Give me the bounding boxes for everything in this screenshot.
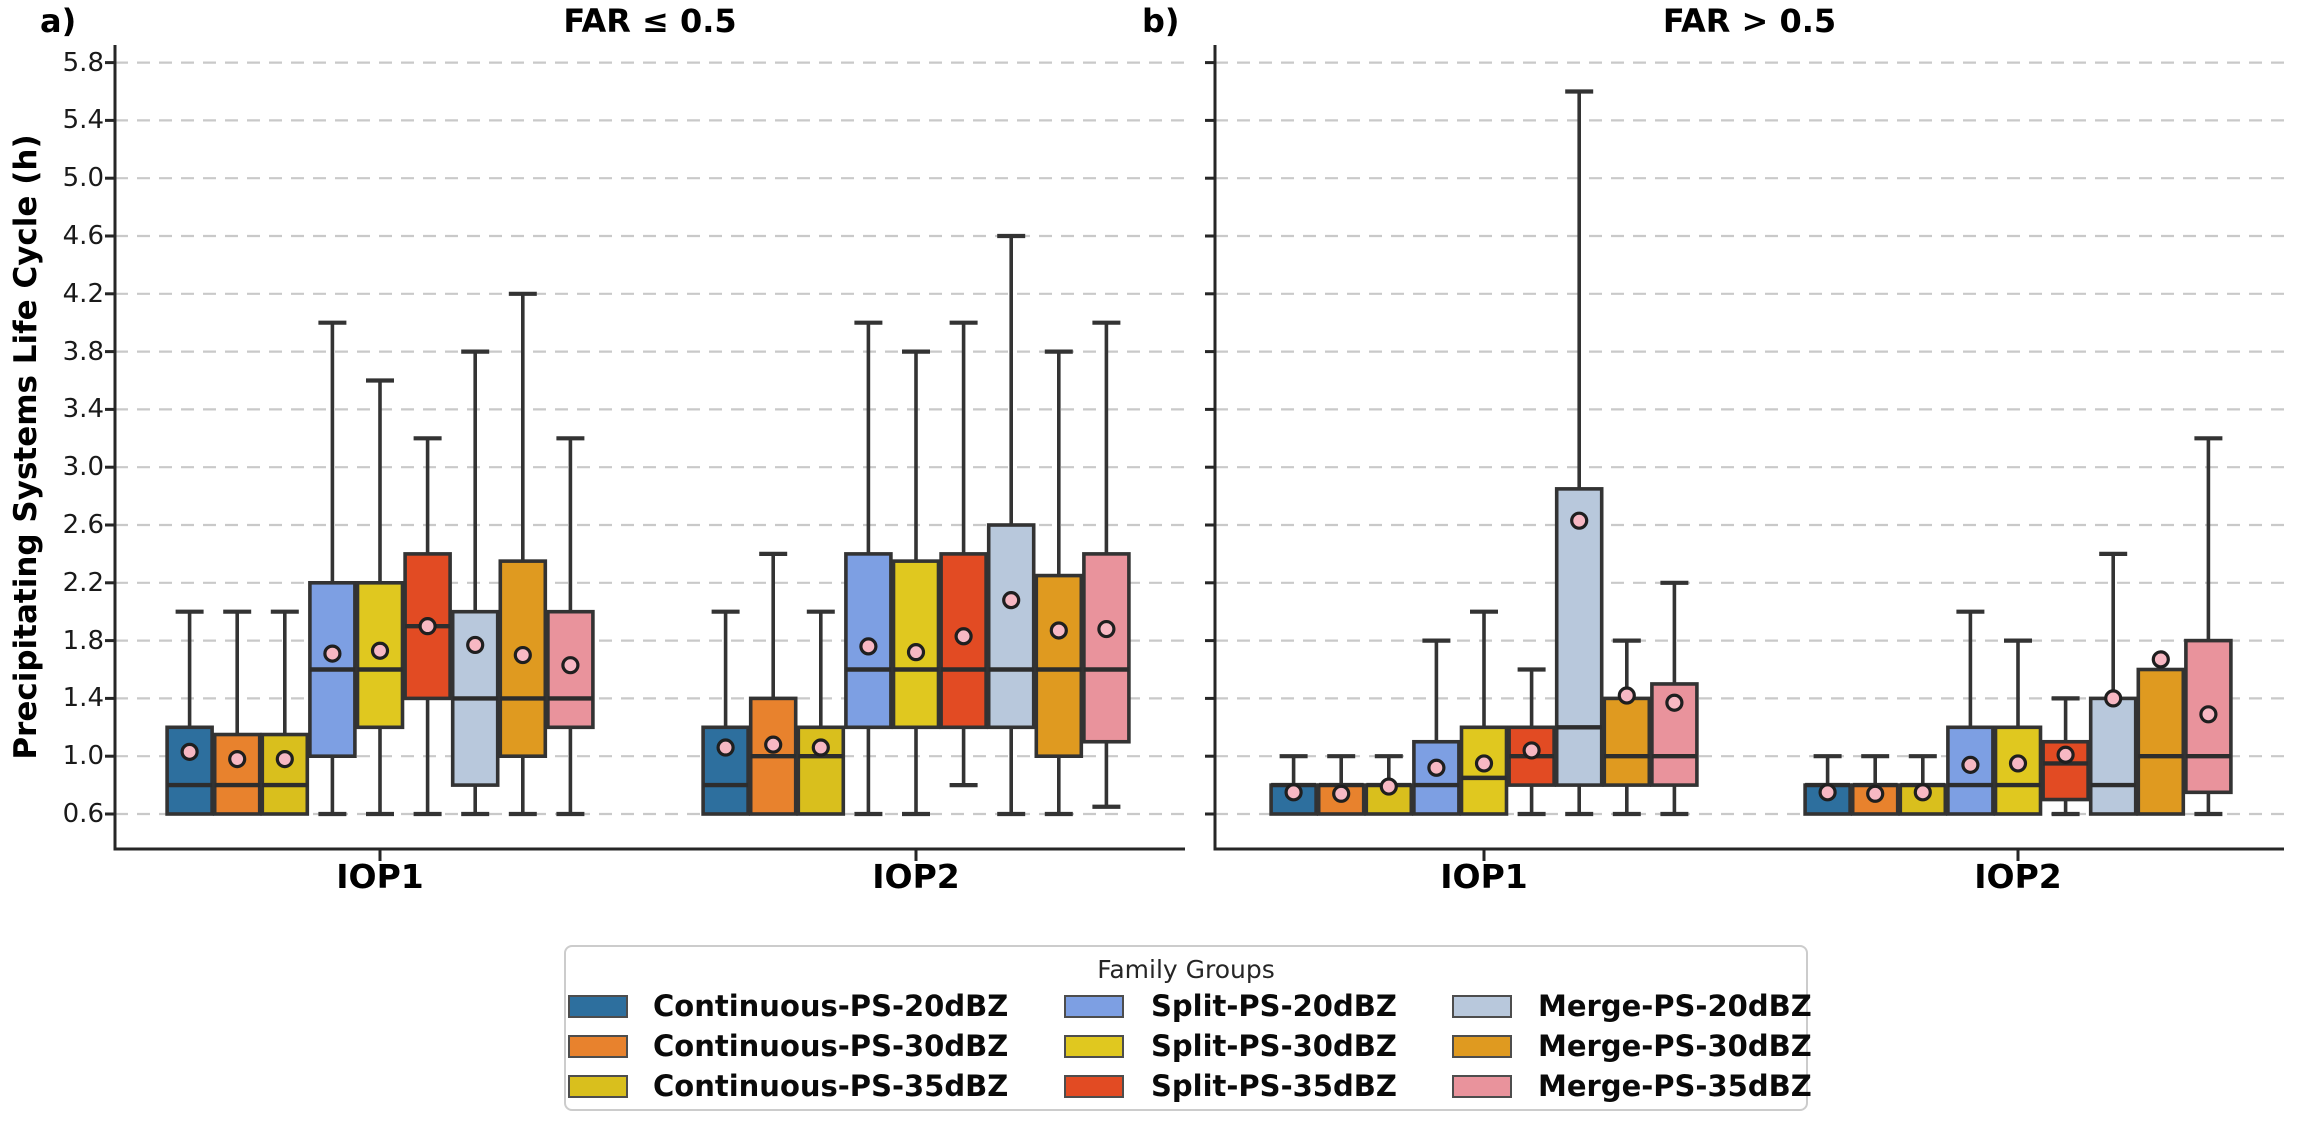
mean-marker [561,656,580,675]
mean-marker [1379,777,1398,796]
mean-marker [2151,650,2170,669]
panel-a-corner-label: a) [40,2,77,40]
box-Merge-PS-35dBZ [1082,552,1131,744]
mean-marker [323,644,342,663]
legend-label: Merge-PS-30dBZ [1538,1029,1812,1063]
y-tick-label: 5.8 [62,47,104,78]
mean-marker [2056,745,2075,764]
box-Merge-PS-20dBZ [1554,487,1604,787]
legend-swatch-merge-ps-35dbz [1452,1075,1512,1098]
panel-b-corner-label: b) [1142,2,1180,40]
legend-label: Continuous-PS-35dBZ [653,1069,1009,1103]
box-Merge-PS-30dBZ [1034,573,1084,759]
y-tick-label: 5.4 [62,105,104,136]
x-tick-label-iop2: IOP2 [872,857,960,896]
legend: Family Groups Continuous-PS-20dBZ Continu… [564,945,1812,1111]
legend-swatch-merge-ps-20dbz [1452,995,1512,1018]
y-tick-label: 3.0 [62,452,104,483]
mean-marker [1427,758,1446,777]
y-tick-label: 4.2 [62,278,104,309]
mean-marker [1570,511,1589,530]
mean-marker [418,617,437,636]
y-tick-label: 2.2 [62,567,104,598]
legend-label: Continuous-PS-30dBZ [653,1029,1009,1063]
y-tick-label: 4.6 [62,221,104,251]
mean-marker [275,749,294,769]
legend-title: Family Groups [1097,955,1275,984]
mean-marker [180,742,199,761]
mean-marker [811,738,830,757]
mean-marker [1665,693,1684,712]
y-tick-label: 2.6 [62,510,104,540]
box-Merge-PS-30dBZ [1602,696,1652,787]
mean-marker [513,645,532,665]
legend-swatch-continuous-ps-20dbz [568,995,628,1018]
panel-a-title: FAR ≤ 0.5 [563,2,737,40]
y-tick-label: 1.4 [62,683,104,714]
mean-marker [906,643,926,662]
mean-marker [1617,686,1636,705]
y-tick-label: 3.4 [62,394,104,425]
mean-marker [2199,705,2218,724]
legend-swatch-split-ps-30dbz [1064,1035,1124,1058]
x-tick-label-iop1: IOP1 [1440,857,1528,896]
mean-marker [2104,689,2123,708]
mean-marker [370,641,390,660]
mean-marker [1866,784,1885,803]
box-Continuous-PS-20dBZ [165,725,214,816]
x-tick-label-iop2: IOP2 [1974,857,2062,896]
mean-marker [716,738,735,757]
legend-swatch-merge-ps-30dbz [1452,1035,1512,1058]
panel-b-title: FAR > 0.5 [1662,2,1837,40]
x-tick-label-iop1: IOP1 [336,857,424,896]
y-tick-label: 5.0 [62,163,104,194]
legend-label: Split-PS-35dBZ [1151,1069,1397,1103]
y-tick-label: 1.8 [62,625,104,656]
mean-marker [859,637,878,656]
legend-label: Merge-PS-35dBZ [1538,1069,1812,1103]
legend-label: Continuous-PS-20dBZ [653,989,1009,1023]
legend-swatch-continuous-ps-30dbz [568,1035,628,1058]
legend-swatch-continuous-ps-35dbz [568,1075,628,1098]
box-Merge-PS-20dBZ [986,523,1036,730]
mean-marker [1961,755,1980,774]
mean-marker [2008,754,2028,773]
legend-label: Split-PS-20dBZ [1151,989,1397,1023]
mean-marker [228,749,247,769]
y-tick-label: 3.8 [62,336,104,367]
mean-marker [1913,783,1932,802]
mean-marker [954,627,973,646]
box-Merge-PS-20dBZ [2088,696,2138,816]
legend-label: Merge-PS-20dBZ [1538,989,1812,1023]
box-Split-PS-20dBZ [1412,739,1461,816]
mean-marker [1332,784,1351,803]
y-tick-label: 1.0 [62,741,104,772]
mean-marker [466,635,485,655]
legend-label: Split-PS-30dBZ [1151,1029,1397,1063]
y-tick-label: 0.6 [62,799,104,829]
mean-marker [1002,591,1021,610]
mean-marker [1097,619,1116,639]
mean-marker [764,735,783,754]
mean-marker [1474,754,1494,773]
mean-marker [1049,621,1068,640]
box-Continuous-PS-30dBZ [212,732,262,816]
mean-marker [1818,783,1837,802]
box-Continuous-PS-35dBZ [260,732,310,816]
mean-marker [1522,741,1541,760]
box-Split-PS-20dBZ [1946,725,1995,816]
box-Merge-PS-30dBZ [2136,667,2186,816]
box-Continuous-PS-35dBZ [796,725,846,816]
legend-swatch-split-ps-20dbz [1064,995,1124,1018]
legend-swatch-split-ps-35dbz [1064,1075,1124,1098]
mean-marker [1284,783,1303,802]
